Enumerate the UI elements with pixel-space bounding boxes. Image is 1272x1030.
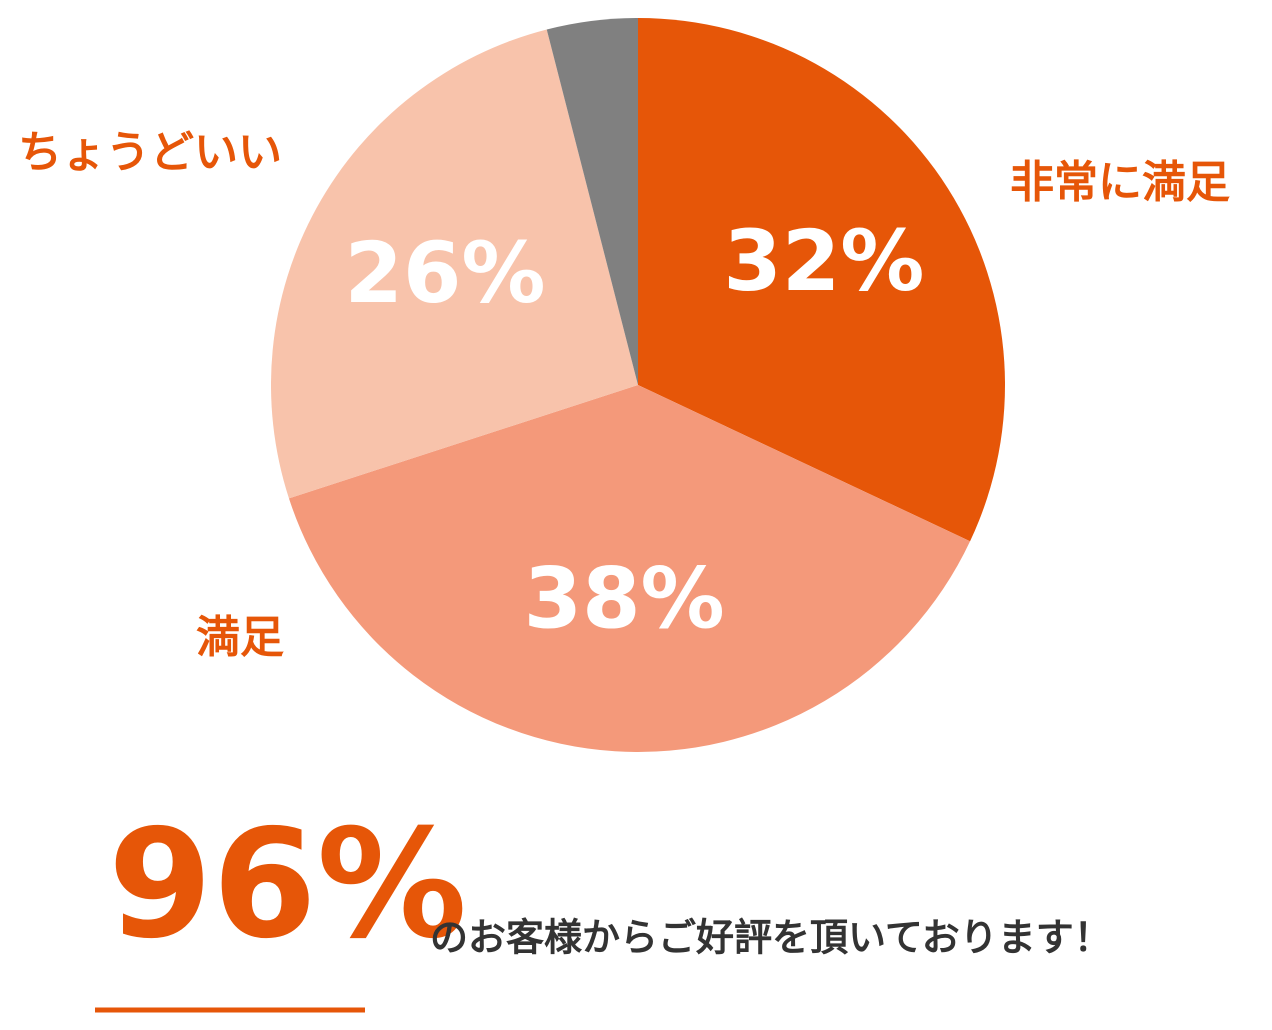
value-label: 38% — [524, 550, 725, 648]
pie — [270, 18, 1005, 752]
pie-slice — [546, 18, 638, 385]
value-label: 32% — [723, 212, 924, 310]
category-label: ちょうどいい — [18, 127, 282, 178]
pie-slice — [638, 18, 1005, 542]
pie-slice — [288, 385, 971, 752]
category-label: 満足 — [196, 612, 284, 663]
category-label: 非常に満足 — [1010, 157, 1230, 208]
headline-text: のお客様からご好評を頂いております！ — [430, 916, 1112, 960]
pie-slice — [270, 29, 638, 499]
headline-figure: 96% — [108, 798, 467, 972]
value-label: 26% — [345, 224, 546, 322]
